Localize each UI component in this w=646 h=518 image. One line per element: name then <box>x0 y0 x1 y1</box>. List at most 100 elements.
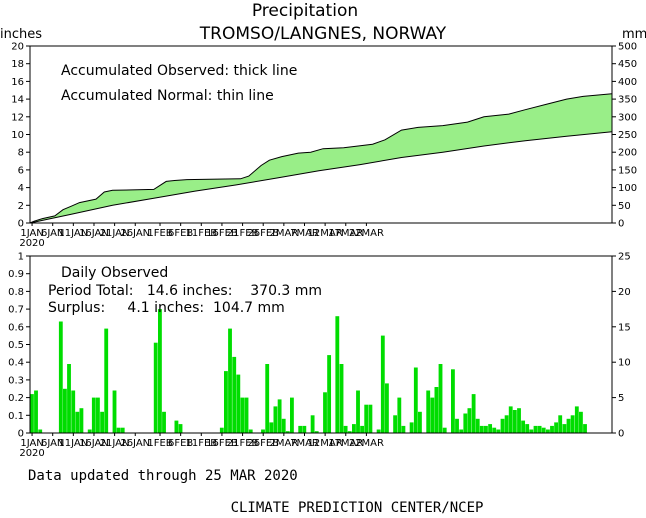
x-tick-label: 16FEB <box>206 438 238 449</box>
x-tick-label: 1JAN <box>20 438 43 449</box>
y-tick-label: 0.4 <box>8 358 24 369</box>
daily-bar <box>438 364 443 433</box>
daily-bar <box>281 418 286 433</box>
year-label: 2020 <box>19 238 44 249</box>
daily-bar <box>178 424 183 433</box>
y2-tick-label: 0 <box>618 429 624 440</box>
y-tick-label: 0.9 <box>8 269 24 280</box>
daily-bar <box>508 406 513 433</box>
y-tick-label: 4 <box>18 183 24 194</box>
x-tick-label: 21FEB <box>227 228 259 239</box>
daily-bar <box>153 342 158 433</box>
daily-bar <box>112 390 117 433</box>
chart-title: Precipitation <box>252 1 358 21</box>
y-tick-label: 10 <box>11 130 24 141</box>
daily-bar <box>484 425 488 433</box>
surplus-fill-area <box>30 93 612 223</box>
daily-bar <box>479 425 484 433</box>
x-tick-label: 11JAN <box>58 438 88 449</box>
daily-bar <box>554 422 559 433</box>
daily-bar <box>579 411 583 433</box>
y-tick-label: 1 <box>18 252 24 263</box>
daily-bar <box>87 429 92 433</box>
daily-bar <box>323 392 327 433</box>
y2-tick-label: 150 <box>618 165 637 176</box>
daily-bar <box>418 411 422 433</box>
daily-bar <box>240 397 245 433</box>
daily-bar <box>512 410 517 433</box>
daily-bar <box>550 425 554 433</box>
daily-bar <box>360 425 365 433</box>
y-tick-label: 0.2 <box>8 393 24 404</box>
daily-bar <box>364 404 369 433</box>
y-tick-label: 2 <box>18 201 24 212</box>
x-tick-label: 2MAR <box>269 228 298 239</box>
surplus-label: Surplus: 4.1 inches: 104.7 mm <box>48 300 285 316</box>
x-tick-label: 12MAR <box>308 228 343 239</box>
daily-bar <box>352 424 356 433</box>
daily-bar <box>104 328 109 433</box>
daily-bar <box>451 369 455 433</box>
y2-tick-label: 100 <box>618 183 637 194</box>
x-tick-label: 6FEB <box>168 228 193 239</box>
daily-bar <box>385 383 389 433</box>
daily-bar <box>583 424 587 433</box>
daily-bar <box>368 404 373 433</box>
daily-bar <box>463 413 468 433</box>
y-tick-label: 0.8 <box>8 287 24 298</box>
observed-accumulated-line <box>29 93 613 224</box>
daily-bar <box>397 397 402 433</box>
daily-bar <box>116 427 121 433</box>
daily-bar <box>219 427 224 433</box>
x-tick-label: 7MAR <box>290 228 319 239</box>
y2-tick-label: 15 <box>618 322 631 333</box>
x-tick-label: 12MAR <box>308 438 343 449</box>
x-tick-label: 7MAR <box>290 438 319 449</box>
daily-bar <box>434 387 439 433</box>
y-tick-label: 12 <box>11 112 24 123</box>
daily-bar <box>426 390 431 433</box>
y-tick-label: 0.3 <box>8 375 24 386</box>
x-tick-label: 1JAN <box>20 228 43 239</box>
daily-bar <box>471 394 476 433</box>
y2-tick-label: 10 <box>618 358 631 369</box>
daily-bar <box>162 411 166 433</box>
daily-bar <box>574 406 579 433</box>
daily-bar <box>224 371 228 433</box>
daily-bar <box>310 415 315 433</box>
right-unit-label: mm <box>622 27 646 42</box>
daily-bar <box>67 364 71 433</box>
daily-bar <box>537 425 542 433</box>
daily-bar <box>546 429 550 433</box>
daily-bar <box>558 415 563 433</box>
daily-bar <box>298 425 303 433</box>
daily-bar <box>517 408 521 433</box>
y2-tick-label: 0 <box>618 219 624 230</box>
daily-bar <box>58 321 63 433</box>
daily-bar <box>38 429 43 433</box>
daily-bar <box>356 390 360 433</box>
y-tick-label: 16 <box>11 77 24 88</box>
y-tick-label: 14 <box>11 95 24 106</box>
daily-bar <box>290 397 294 433</box>
daily-bar <box>75 411 80 433</box>
x-tick-label: 16FEB <box>206 228 238 239</box>
daily-bar <box>376 429 381 433</box>
daily-bar <box>566 418 571 433</box>
y2-tick-label: 5 <box>618 393 624 404</box>
daily-bar <box>409 422 414 433</box>
daily-bar <box>467 408 472 433</box>
x-tick-label: 6JAN <box>41 438 64 449</box>
daily-bar <box>314 431 319 433</box>
x-tick-label: 26FEB <box>247 438 279 449</box>
daily-bar <box>541 427 546 433</box>
x-tick-label: 17MAR <box>328 228 363 239</box>
daily-bar <box>401 425 406 433</box>
y-tick-label: 20 <box>11 42 24 53</box>
daily-bar <box>496 429 501 433</box>
period-total-label: Period Total: 14.6 inches: 370.3 mm <box>48 283 322 299</box>
y-tick-label: 6 <box>18 165 24 176</box>
year-label: 2020 <box>19 448 44 459</box>
daily-bar <box>521 420 526 433</box>
daily-bar <box>79 408 84 433</box>
